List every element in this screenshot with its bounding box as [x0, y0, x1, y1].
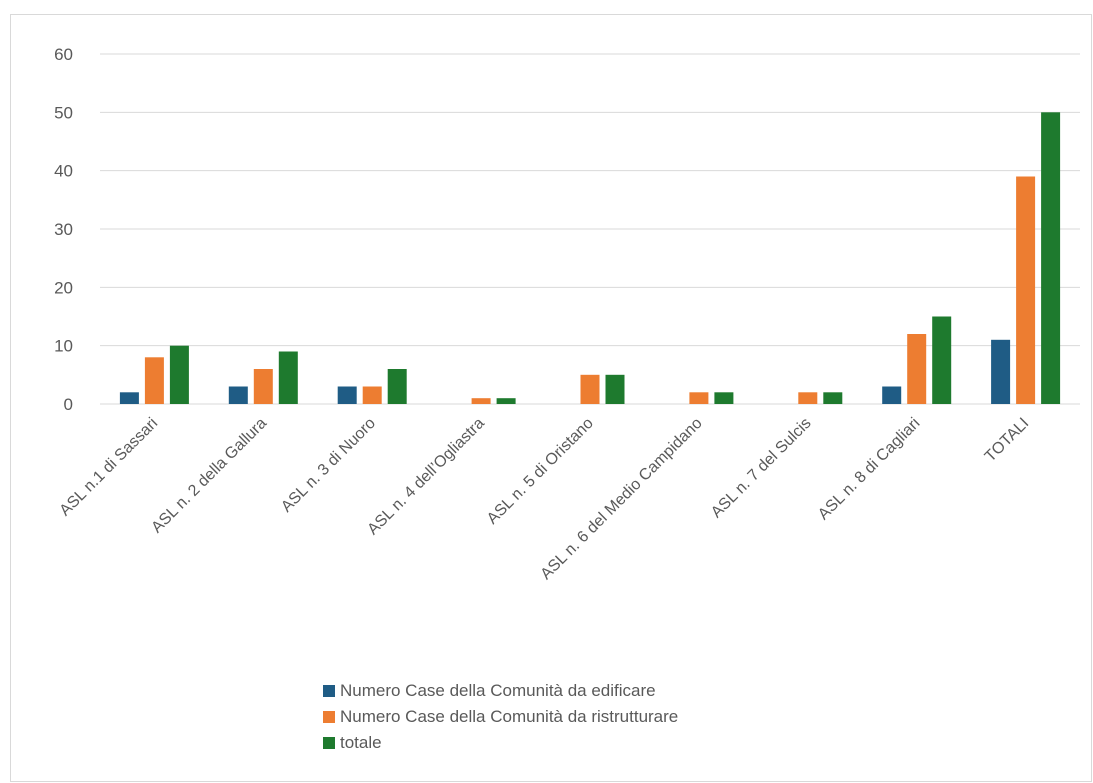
bar-2-8 [1041, 112, 1061, 405]
bar-1-6 [798, 392, 818, 404]
legend-item-edificare: Numero Case della Comunità da edificare [323, 678, 678, 704]
bar-2-2 [387, 369, 407, 404]
bar-2-5 [714, 392, 734, 404]
x-category-label: ASL n. 4 dell’Ogliastra [364, 415, 488, 539]
y-tick-label: 50 [54, 103, 73, 122]
bar-1-0 [144, 357, 164, 404]
bar-1-3 [471, 398, 491, 404]
bar-1-1 [253, 369, 273, 404]
legend-swatch-totale [323, 737, 335, 749]
y-tick-label: 10 [54, 337, 73, 356]
bar-0-7 [882, 386, 902, 404]
legend: Numero Case della Comunità da edificare … [323, 678, 678, 756]
x-category-label: ASL n.1 di Sassari [57, 415, 162, 520]
x-category-label: ASL n. 8 di Cagliari [815, 415, 923, 523]
x-category-label: ASL n. 2 della Gallura [148, 415, 270, 537]
bar-2-1 [278, 351, 298, 404]
y-tick-label: 60 [54, 45, 73, 64]
legend-swatch-ristrutturare [323, 711, 335, 723]
bar-1-8 [1016, 176, 1036, 404]
bar-2-6 [823, 392, 843, 404]
x-category-label: ASL n. 7 del Sulcis [708, 415, 815, 522]
y-tick-label: 30 [54, 220, 73, 239]
bar-0-2 [337, 386, 357, 404]
bar-2-3 [496, 398, 516, 404]
bars [119, 112, 1061, 405]
x-category-label: ASL n. 5 di Oristano [484, 415, 597, 528]
bar-1-2 [362, 386, 382, 404]
x-category-label: ASL n. 3 di Nuoro [278, 415, 379, 516]
legend-item-totale: totale [323, 730, 678, 756]
legend-swatch-edificare [323, 685, 335, 697]
bar-0-1 [228, 386, 248, 404]
bar-2-0 [169, 345, 189, 404]
y-tick-label: 0 [64, 395, 73, 414]
bar-1-4 [580, 374, 600, 404]
bar-0-0 [119, 392, 139, 404]
bar-1-5 [689, 392, 709, 404]
x-category-label: TOTALI [982, 415, 1033, 466]
bar-1-7 [907, 334, 927, 404]
bar-2-7 [932, 316, 952, 404]
legend-item-ristrutturare: Numero Case della Comunità da ristruttur… [323, 704, 678, 730]
legend-label-edificare: Numero Case della Comunità da edificare [340, 681, 656, 700]
y-tick-label: 40 [54, 162, 73, 181]
bar-0-8 [991, 339, 1011, 404]
legend-label-ristrutturare: Numero Case della Comunità da ristruttur… [340, 707, 679, 726]
legend-label-totale: totale [340, 733, 382, 752]
bar-2-4 [605, 374, 625, 404]
y-tick-label: 20 [54, 278, 73, 297]
y-axis-ticks: 0 10 20 30 40 50 60 [54, 45, 73, 414]
